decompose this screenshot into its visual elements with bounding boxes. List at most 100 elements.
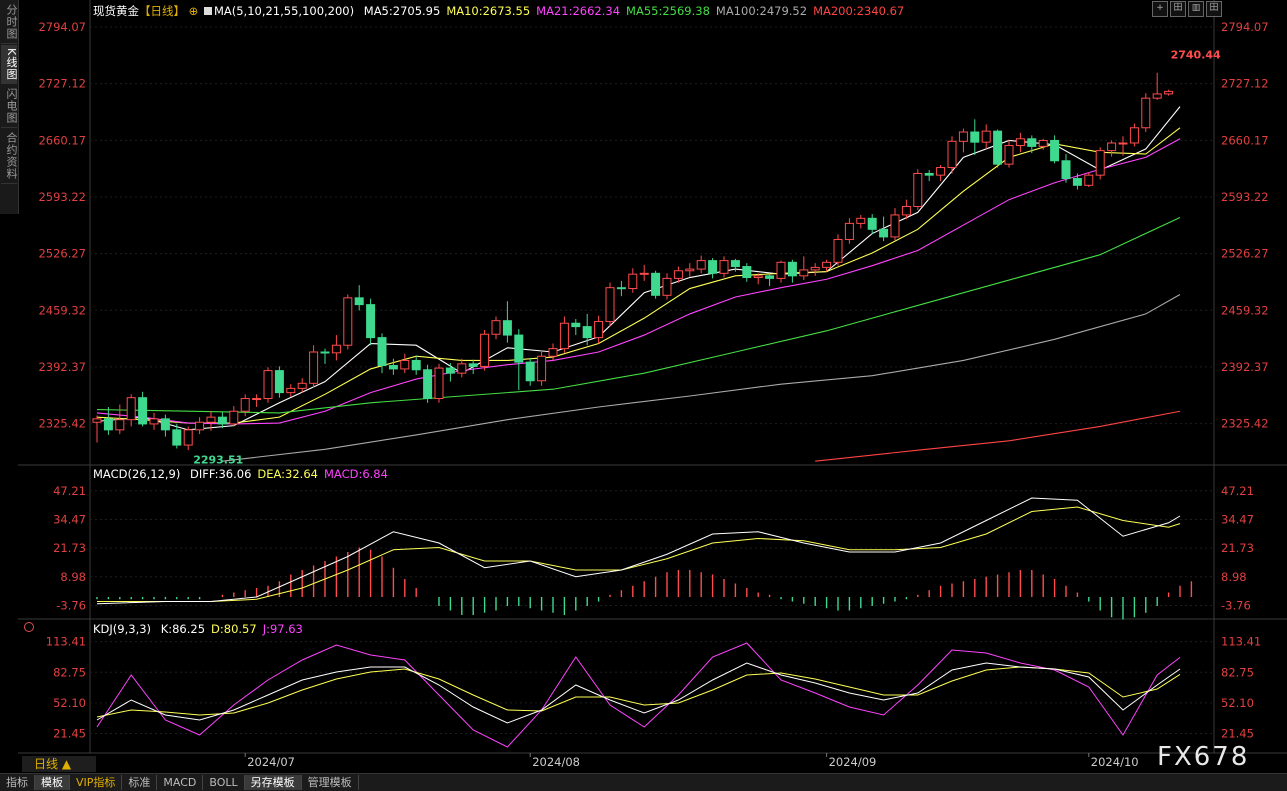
watermark-logo: FX678 <box>1157 742 1250 772</box>
candle-body <box>867 217 877 230</box>
candle-body <box>309 351 319 384</box>
kdj-tick-left: 113.41 <box>46 635 86 649</box>
candle-body <box>343 297 353 346</box>
bottom-tab-7[interactable]: 管理模板 <box>302 775 359 790</box>
candle-body <box>1015 138 1025 147</box>
candle-body <box>229 410 239 425</box>
bottom-tab-2[interactable]: VIP指标 <box>70 775 123 790</box>
candle-body <box>1129 127 1139 144</box>
candle-body <box>1072 178 1082 186</box>
window-button-3[interactable]: 田 <box>1206 1 1222 17</box>
bottom-tab-0[interactable]: 指标 <box>0 775 35 790</box>
candle-body <box>1038 139 1048 147</box>
candle-body <box>856 217 866 224</box>
macd-panel <box>90 490 1214 620</box>
left-tab-2[interactable]: 闪电图 <box>1 85 18 129</box>
candle-body <box>388 365 398 370</box>
period-label[interactable]: 【日线】 <box>139 4 185 18</box>
y-tick-left: 2392.37 <box>38 360 86 374</box>
macd-value-0: DIFF:36.06 <box>190 467 252 481</box>
candle-body <box>491 320 501 335</box>
candle-body <box>1164 90 1174 95</box>
candle-body <box>286 387 296 394</box>
period-selector[interactable]: 日线 ▲ <box>22 756 96 772</box>
kdj-tick-left: 52.10 <box>53 696 86 710</box>
window-button-1[interactable]: 田 <box>1170 1 1186 17</box>
y-tick-left: 2325.42 <box>38 417 86 431</box>
main-candle-panel: 2740.44 2293.51 <box>90 26 1221 467</box>
candle-body <box>331 344 341 354</box>
candle-body <box>936 167 946 176</box>
macd-tick-left: 34.47 <box>53 512 86 526</box>
candle-body <box>662 277 672 296</box>
candle-body <box>1095 150 1105 176</box>
bottom-tab-6[interactable]: 另存模板 <box>244 775 302 790</box>
macd-header: MACD(26,12,9) DIFF:36.06 DEA:32.64 MACD:6.… <box>93 467 388 481</box>
y-tick-left: 2526.27 <box>38 247 86 261</box>
candle-body <box>480 333 490 367</box>
kdj-marker-icon[interactable] <box>24 622 34 632</box>
ma-value-4: MA100:2479.52 <box>715 4 808 18</box>
candle-body <box>742 266 752 279</box>
chart-area: 2740.44 2293.51 2794.07 2794.07 2727.12 2727… <box>18 0 1287 769</box>
bottom-tab-1[interactable]: 模板 <box>35 775 70 790</box>
bottom-tab-4[interactable]: MACD <box>157 775 204 790</box>
macd-tick-right: 47.21 <box>1221 484 1254 498</box>
y-tick-right: 2325.42 <box>1221 417 1269 431</box>
candle-body <box>320 351 330 354</box>
macd-tick-left: 47.21 <box>53 484 86 498</box>
candle-body <box>297 382 307 389</box>
diff-line <box>96 497 1181 605</box>
left-tab-3[interactable]: 合约资料 <box>1 129 18 185</box>
candle-body <box>822 261 832 268</box>
candle-body <box>423 369 433 400</box>
ma-value-5: MA200:2340.67 <box>813 4 905 18</box>
symbol-name[interactable]: 现货黄金 <box>93 4 139 18</box>
window-button-2[interactable]: ▥ <box>1188 1 1204 17</box>
candle-body <box>263 370 273 400</box>
kdj-header-label: KDJ(9,3,3) <box>93 622 152 636</box>
candle-body <box>993 130 1003 165</box>
settings-icon[interactable]: ⊕ <box>188 4 199 18</box>
candle-body <box>434 367 444 400</box>
candle-body <box>274 370 284 394</box>
candle-body <box>879 228 889 238</box>
macd-header-label: MACD(26,12,9) <box>93 467 181 481</box>
y-tick-left: 2727.12 <box>38 77 86 91</box>
ma-line-ma200 <box>815 410 1181 462</box>
candle-body <box>1141 97 1151 129</box>
candle-body <box>537 355 547 382</box>
candle-body <box>844 222 854 240</box>
candle-body <box>103 418 113 431</box>
candle-body <box>765 275 775 279</box>
candle-body <box>810 266 820 271</box>
candle-body <box>1027 138 1037 147</box>
axis-labels: 2794.07 2794.07 2727.12 2727.12 2660.17 2660.… <box>38 20 1268 769</box>
kdj-tick-left: 21.45 <box>53 727 86 741</box>
ma-line-ma55 <box>96 216 1181 414</box>
kdj-tick-right: 52.10 <box>1221 696 1254 710</box>
ma-legend-icon <box>203 7 212 15</box>
candle-body <box>776 261 786 279</box>
x-tick-label: 2024/09 <box>829 755 877 769</box>
macd-tick-left: 8.98 <box>60 570 86 584</box>
candle-body <box>639 272 649 275</box>
bottom-tab-3[interactable]: 标准 <box>122 775 158 790</box>
bottom-tab-5[interactable]: BOLL <box>203 775 245 790</box>
candle-body <box>958 131 968 142</box>
left-tab-0[interactable]: 分时图 <box>1 1 18 44</box>
y-tick-right: 2727.12 <box>1221 77 1269 91</box>
left-tab-1[interactable]: K线图 <box>1 45 18 85</box>
ma-value-3: MA55:2569.38 <box>626 4 710 18</box>
kdj-value-2: J:97.63 <box>262 622 303 636</box>
candle-body <box>525 361 535 382</box>
candle-body <box>753 275 763 279</box>
candle-body <box>149 418 159 425</box>
candle-body <box>183 429 193 446</box>
candle-body <box>217 416 227 425</box>
candle-body <box>400 359 410 370</box>
window-button-0[interactable]: + <box>1152 1 1168 17</box>
candle-body <box>1084 174 1094 186</box>
candle-body <box>252 398 262 401</box>
candle-body <box>377 337 387 367</box>
